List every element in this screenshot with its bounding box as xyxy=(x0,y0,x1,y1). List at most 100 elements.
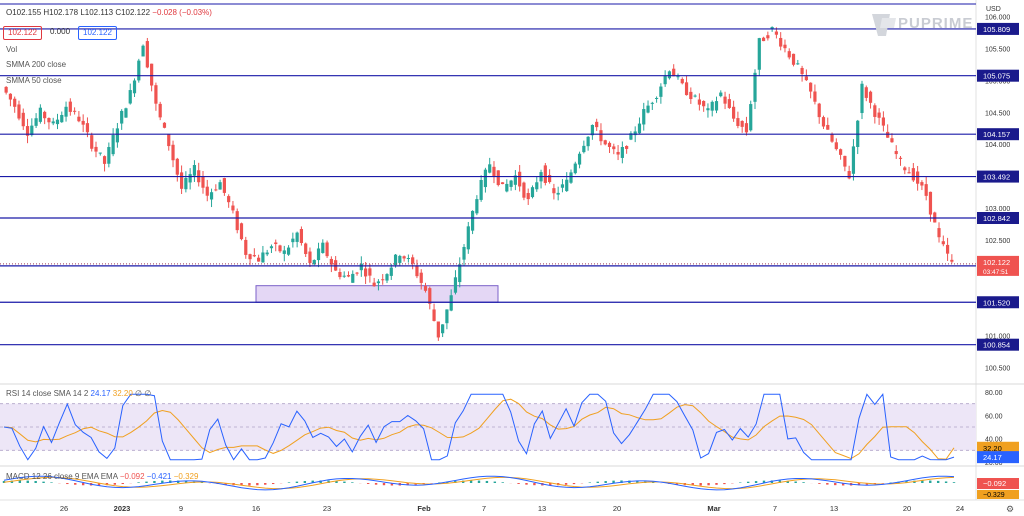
macd-histogram-bar xyxy=(691,483,694,486)
sell-button[interactable]: 102.122 xyxy=(3,26,42,40)
candle-body xyxy=(612,146,616,150)
macd-histogram-bar xyxy=(699,483,702,486)
macd-histogram-bar xyxy=(406,483,409,486)
candle-body xyxy=(911,168,915,181)
candle-body xyxy=(222,178,226,193)
macd-histogram-bar xyxy=(905,481,908,483)
candle-body xyxy=(295,232,299,242)
current-price-label: 102.122 xyxy=(983,258,1010,267)
macd-histogram-bar xyxy=(161,480,164,483)
candle-body xyxy=(488,164,492,173)
rsi-line xyxy=(3,393,955,461)
macd-histogram-bar xyxy=(97,483,101,486)
candle-body xyxy=(316,248,321,261)
candle-body xyxy=(184,177,188,190)
macd-histogram-bar xyxy=(271,483,275,485)
candle-body xyxy=(192,165,197,176)
macd-histogram-bar xyxy=(794,481,797,483)
rsi-legend[interactable]: RSI 14 close SMA 14 2 24.17 32.20 ∅ ∅ xyxy=(6,389,151,398)
macd-histogram-bar xyxy=(841,483,845,486)
candle-body xyxy=(128,90,132,104)
candle-body xyxy=(903,167,907,171)
macd-histogram-bar xyxy=(382,483,386,486)
candle-body xyxy=(646,105,650,113)
candle-body xyxy=(834,142,838,150)
candle-body xyxy=(423,286,428,291)
candle-body xyxy=(111,135,115,155)
rsi-label: RSI 14 close SMA 14 2 xyxy=(6,389,89,398)
candle-body xyxy=(120,110,124,124)
time-tick-label: 13 xyxy=(830,504,838,513)
time-tick-label: Mar xyxy=(707,504,720,513)
candle-body xyxy=(937,228,941,238)
current-price-tag-bg xyxy=(977,255,1019,276)
candle-body xyxy=(620,146,624,158)
candle-body xyxy=(577,153,582,165)
rsi-value: 24.17 xyxy=(90,389,111,398)
candle-body xyxy=(372,282,376,287)
candle-body xyxy=(749,104,753,131)
time-tick-label: 23 xyxy=(323,504,331,513)
currency-selector[interactable]: USD xyxy=(986,6,1001,13)
candle-body xyxy=(291,238,295,243)
time-tick-label: 20 xyxy=(613,504,621,513)
macd-v1: −0.092 xyxy=(119,472,145,481)
level-tag-label: 104.157 xyxy=(983,130,1010,139)
candle-body xyxy=(710,101,714,111)
macd-histogram-bar xyxy=(834,483,837,486)
smma200-legend[interactable]: SMMA 200 close xyxy=(6,60,67,69)
candle-body xyxy=(115,128,120,143)
level-tag-label: 100.854 xyxy=(983,341,1010,350)
rsi-tick-label: 80.00 xyxy=(985,390,1003,397)
macd-tag-label: −0.092 xyxy=(983,479,1006,488)
candle-body xyxy=(809,82,813,92)
macd-histogram-bar xyxy=(865,483,869,485)
candle-body xyxy=(38,107,42,122)
candle-body xyxy=(663,76,667,85)
buy-button[interactable]: 102.122 xyxy=(78,26,117,40)
candle-body xyxy=(8,93,13,100)
macd-histogram-bar xyxy=(351,482,354,483)
candle-body xyxy=(60,114,64,123)
candle-body xyxy=(565,179,569,192)
macd-histogram-bar xyxy=(343,481,346,483)
macd-histogram-bar xyxy=(739,482,742,483)
candle-body xyxy=(269,246,274,249)
candle-body xyxy=(928,191,933,215)
candle-body xyxy=(214,189,218,191)
price-tick-label: 103.000 xyxy=(985,206,1010,213)
candle-body xyxy=(458,264,462,283)
smma50-legend[interactable]: SMMA 50 close xyxy=(6,76,62,85)
candle-body xyxy=(90,135,94,149)
candle-body xyxy=(548,175,552,183)
level-tag-bg xyxy=(977,338,1019,351)
candle-body xyxy=(30,125,34,136)
macd-legend[interactable]: MACD 12 26 close 9 EMA EMA −0.092 −0.421… xyxy=(6,472,198,481)
macd-histogram-bar xyxy=(121,483,124,485)
candle-body xyxy=(141,45,145,57)
time-axis-bg xyxy=(0,500,1024,516)
macd-histogram-bar xyxy=(81,483,85,486)
macd-histogram-bar xyxy=(533,483,536,486)
macd-histogram-bar xyxy=(651,482,655,483)
candle-body xyxy=(629,133,633,140)
candle-body xyxy=(393,254,398,266)
candle-body xyxy=(376,281,381,284)
macd-histogram-bar xyxy=(366,483,370,484)
open-value: O102.155 xyxy=(6,8,42,17)
candle-body xyxy=(672,68,676,77)
macd-histogram-bar xyxy=(549,483,552,486)
candle-body xyxy=(907,172,911,174)
candle-body xyxy=(398,255,402,263)
candle-body xyxy=(732,106,736,119)
spread-value: 0.000 xyxy=(50,27,71,36)
candle-body xyxy=(209,192,214,200)
candle-body xyxy=(667,71,672,79)
macd-tag2-label: −0.329 xyxy=(983,492,1005,499)
vol-legend[interactable]: Vol xyxy=(6,45,18,54)
candle-body xyxy=(787,51,791,58)
macd-histogram-bar xyxy=(390,483,394,486)
candle-body xyxy=(873,105,877,117)
macd-histogram-bar xyxy=(477,480,481,483)
